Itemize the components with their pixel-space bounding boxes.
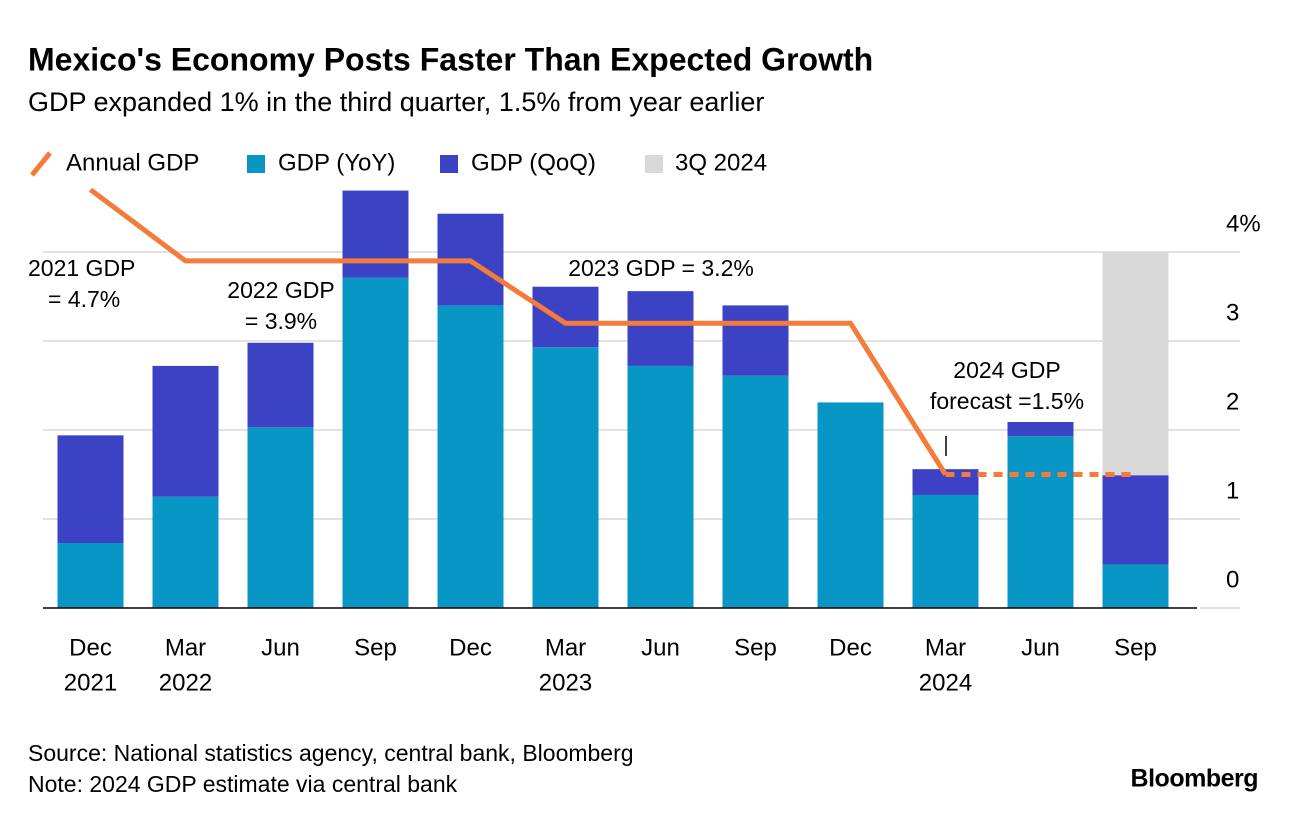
bar-segment (627, 365, 694, 608)
y-tick-label: 3 (1226, 299, 1239, 326)
legend-swatch (247, 155, 265, 173)
bar-segment (152, 365, 219, 497)
annotation: = 3.9% (245, 308, 317, 334)
x-tick-label: Jun (261, 634, 300, 661)
bar-segment (57, 543, 124, 608)
bar-segment (1102, 475, 1169, 565)
bar-segment (437, 305, 504, 608)
x-tick-label: Sep (1114, 634, 1157, 661)
x-year-label: 2023 (539, 669, 592, 696)
bar-segment (342, 277, 409, 608)
bar-segment (722, 305, 789, 376)
bar-segment (912, 494, 979, 608)
annual-line (89, 187, 948, 476)
bar-segment (247, 342, 314, 428)
x-year-label: 2024 (919, 669, 972, 696)
legend-label: Annual GDP (66, 149, 199, 176)
annotation: 2022 GDP (227, 277, 334, 303)
bar-segment (532, 347, 599, 608)
annotation: = 4.7% (48, 286, 120, 312)
x-tick-label: Dec (829, 634, 872, 661)
annotation: 2021 GDP (28, 255, 135, 281)
x-tick-label: Sep (354, 634, 397, 661)
annotation: 2024 GDP (953, 357, 1060, 383)
x-tick-label: Jun (641, 634, 680, 661)
x-year-label: 2021 (64, 669, 117, 696)
bar-segment (722, 375, 789, 608)
bar-segment (57, 435, 124, 544)
legend-label: GDP (YoY) (278, 149, 395, 176)
legend-swatch (645, 155, 663, 173)
x-tick-label: Mar (925, 634, 966, 661)
legend-line-swatch (30, 151, 52, 177)
annotation: forecast =1.5% (930, 388, 1084, 414)
x-tick-label: Dec (449, 634, 492, 661)
brand: Bloomberg (1131, 765, 1258, 793)
bar-segment (1007, 421, 1074, 437)
legend-label: GDP (QoQ) (471, 149, 596, 176)
y-tick-label: 2 (1226, 388, 1239, 415)
chart-subtitle: GDP expanded 1% in the third quarter, 1.… (28, 87, 764, 117)
y-tick-label: 1 (1226, 477, 1239, 504)
bar-segment (532, 286, 599, 348)
x-tick-label: Sep (734, 634, 777, 661)
y-tick-label: 0 (1226, 566, 1239, 593)
legend-label: 3Q 2024 (675, 149, 767, 176)
source: Source: National statistics agency, cent… (28, 740, 634, 766)
x-tick-label: Mar (545, 634, 586, 661)
annotation: 2023 GDP = 3.2% (568, 255, 754, 281)
x-tick-label: Dec (69, 634, 112, 661)
bar-segment (1007, 436, 1074, 608)
bar-segment (627, 291, 694, 366)
bar-segment (152, 496, 219, 608)
x-year-label: 2022 (159, 669, 212, 696)
bar-segment (1102, 564, 1169, 608)
x-tick-label: Jun (1021, 634, 1060, 661)
y-tick-label: 4% (1226, 210, 1261, 237)
legend-swatch (440, 155, 458, 173)
chart-title: Mexico's Economy Posts Faster Than Expec… (28, 41, 873, 77)
bar-segment (342, 190, 409, 278)
bar-segment (817, 402, 884, 608)
bar-segment (247, 427, 314, 608)
x-tick-label: Mar (165, 634, 206, 661)
note: Note: 2024 GDP estimate via central bank (28, 771, 458, 797)
